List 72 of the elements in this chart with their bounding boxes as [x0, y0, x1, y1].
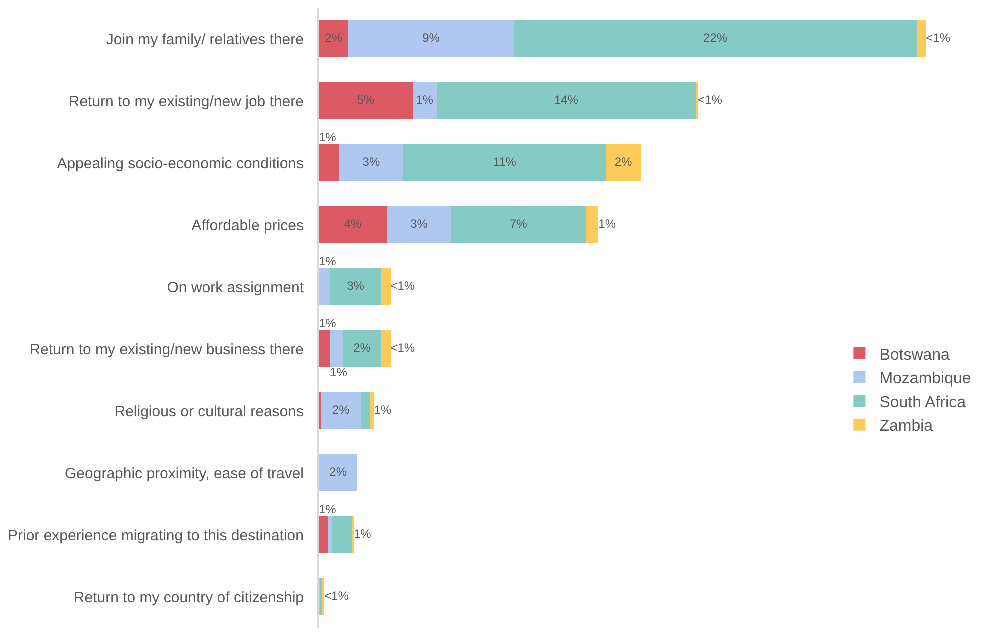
bar	[332, 516, 352, 554]
bar	[387, 206, 452, 244]
bar	[370, 392, 374, 430]
data-label: 5%	[357, 93, 375, 107]
bar	[412, 82, 437, 120]
data-label: 1%	[319, 254, 337, 268]
data-label: 1%	[319, 316, 337, 330]
data-label: <1%	[926, 31, 951, 45]
bar	[319, 268, 330, 306]
bar	[319, 144, 340, 182]
legend-label: South Africa	[880, 394, 966, 412]
bar	[348, 20, 514, 58]
data-label: <1%	[390, 279, 416, 293]
y-tick-label: Prior experience migrating to this destination	[8, 527, 304, 544]
bar	[319, 330, 330, 368]
data-label: <1%	[698, 93, 723, 107]
y-tick-label: Return to my existing/new job there	[68, 93, 304, 110]
data-label: 1%	[374, 403, 392, 417]
bar	[361, 392, 371, 430]
data-label: 1%	[354, 527, 372, 541]
y-tick-label: Appealing socio-economic conditions	[57, 155, 304, 172]
data-label: 2%	[614, 155, 633, 169]
data-label: 2%	[325, 31, 343, 45]
bar	[382, 330, 391, 368]
bar	[436, 82, 696, 120]
data-label: 3%	[362, 155, 380, 169]
data-label: 4%	[344, 217, 362, 231]
data-label: 1%	[330, 366, 348, 380]
data-label: 22%	[703, 31, 728, 45]
legend-label: Zambia	[880, 418, 934, 436]
bar	[319, 454, 358, 492]
data-label: <1%	[390, 341, 416, 355]
data-label: 3%	[410, 217, 428, 231]
y-tick-label: Affordable prices	[192, 217, 304, 234]
bar	[319, 20, 348, 58]
data-label: 9%	[422, 31, 440, 45]
bar	[451, 206, 586, 244]
bar	[319, 206, 388, 244]
data-label: 3%	[347, 279, 365, 293]
bar	[330, 330, 343, 368]
y-tick-label: Join my family/ relatives there	[106, 31, 304, 48]
bar	[404, 144, 606, 182]
legend-label: Botswana	[880, 346, 950, 364]
y-tick-label: On work assignment	[167, 279, 305, 296]
y-tick-label: Geographic proximity, ease of travel	[65, 465, 304, 482]
data-label: 1%	[598, 217, 616, 231]
data-label: 2%	[354, 341, 372, 355]
bar	[342, 330, 382, 368]
data-label: 2%	[332, 403, 350, 417]
data-label: 11%	[493, 155, 517, 169]
y-tick-label: Return to my existing/new business there	[30, 341, 304, 358]
y-tick-label: Religious or cultural reasons	[114, 403, 304, 420]
bar	[514, 20, 917, 58]
data-label: <1%	[324, 589, 350, 603]
bar	[916, 20, 926, 58]
y-tick-label: Return to my country of citizenship	[74, 589, 304, 606]
data-label: 14%	[554, 93, 579, 107]
bar	[586, 206, 599, 244]
data-label: 7%	[510, 217, 528, 231]
bar	[319, 82, 413, 120]
bar	[330, 268, 382, 306]
bar	[382, 268, 391, 306]
bar	[339, 144, 404, 182]
legend-label: Mozambique	[880, 370, 972, 388]
bar	[606, 144, 641, 182]
data-label: 2%	[330, 465, 348, 479]
data-label: 1%	[319, 130, 337, 144]
data-label: 1%	[416, 93, 434, 107]
data-label: 1%	[319, 502, 337, 516]
bar	[328, 516, 332, 554]
bar	[320, 392, 362, 430]
bar	[319, 516, 328, 554]
